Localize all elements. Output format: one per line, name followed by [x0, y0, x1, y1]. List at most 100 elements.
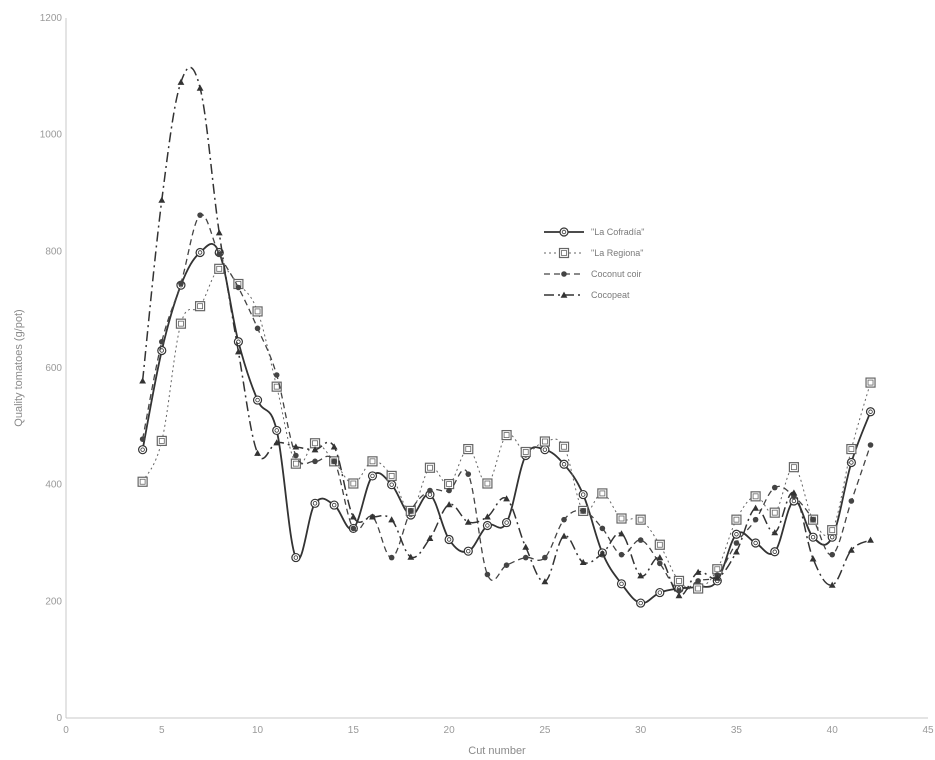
- data-point: [195, 247, 205, 258]
- data-point: [771, 484, 778, 491]
- legend-item: "La Regiona": [544, 247, 643, 259]
- data-point: [156, 435, 167, 447]
- legend-label: Cocopeat: [591, 290, 630, 300]
- data-point-inner: [619, 581, 624, 587]
- data-point-inner: [771, 509, 778, 516]
- x-tick-label: 15: [348, 725, 360, 736]
- data-point: [386, 470, 397, 482]
- data-point-inner: [791, 464, 797, 471]
- data-point: [676, 588, 682, 594]
- data-point-inner: [714, 566, 721, 573]
- data-point-inner: [830, 534, 835, 540]
- data-point-inner: [637, 516, 644, 523]
- data-point: [616, 579, 627, 589]
- data-point: [387, 480, 397, 490]
- y-tick-label: 0: [56, 713, 62, 724]
- data-point: [348, 478, 359, 489]
- data-point-inner: [561, 462, 567, 467]
- data-point: [522, 543, 530, 550]
- legend-item: "La Cofradía": [544, 227, 644, 237]
- series-line: [142, 267, 871, 590]
- data-point-inner: [178, 320, 184, 327]
- data-point: [846, 443, 857, 455]
- data-point: [330, 443, 338, 450]
- data-point: [329, 500, 339, 510]
- data-point: [828, 581, 836, 588]
- data-point-inner: [140, 447, 145, 452]
- data-point-inner: [369, 458, 376, 465]
- data-point-inner: [638, 600, 643, 606]
- data-point: [695, 578, 701, 584]
- data-point: [636, 598, 646, 608]
- data-point: [367, 456, 378, 467]
- data-point-inner: [446, 481, 453, 487]
- series-3: [139, 66, 874, 599]
- data-point-inner: [197, 250, 203, 255]
- data-point: [463, 546, 473, 556]
- data-point: [635, 514, 646, 525]
- data-point: [599, 525, 606, 532]
- legend-marker: [561, 271, 567, 277]
- x-tick-label: 10: [252, 725, 264, 736]
- data-point: [445, 501, 453, 508]
- data-point: [139, 377, 147, 384]
- data-point-inner: [466, 548, 471, 554]
- data-point: [196, 84, 204, 91]
- series-1: [137, 263, 876, 594]
- data-point-inner: [389, 482, 394, 487]
- data-point: [426, 534, 434, 542]
- y-tick-label: 800: [45, 246, 62, 257]
- data-point: [865, 407, 876, 417]
- data-point: [273, 439, 281, 446]
- data-point: [177, 78, 185, 85]
- data-point: [407, 553, 415, 560]
- data-point: [139, 436, 146, 442]
- data-point: [157, 345, 167, 356]
- data-point: [331, 458, 337, 465]
- data-point: [175, 318, 187, 329]
- data-point: [597, 488, 608, 499]
- data-point: [675, 592, 683, 599]
- data-point: [197, 212, 203, 218]
- data-point: [482, 520, 493, 531]
- legend-item: Coconut coir: [544, 269, 642, 279]
- data-point: [790, 489, 798, 496]
- series-layer: [137, 66, 876, 608]
- data-point: [293, 452, 299, 459]
- data-point: [867, 536, 874, 543]
- x-tick-labels: 0 5 10 15 20 25 30 35 40 45: [63, 725, 934, 736]
- legend: "La Cofradía" "La Regiona" Coconut coir Coc…: [544, 227, 644, 300]
- data-point: [810, 516, 816, 523]
- data-point-inner: [484, 480, 491, 487]
- y-tick-labels: 0 200 400 600 800 1000 1200: [40, 13, 63, 724]
- data-point-inner: [791, 498, 797, 504]
- x-tick-label: 35: [731, 725, 743, 736]
- data-point-inner: [867, 379, 874, 386]
- data-point: [750, 491, 761, 502]
- series-line: [141, 214, 872, 593]
- data-point-inner: [868, 409, 873, 414]
- data-point: [656, 554, 664, 561]
- data-point: [846, 457, 856, 468]
- data-point: [598, 550, 606, 557]
- data-point: [291, 552, 301, 563]
- data-point-inner: [254, 308, 261, 315]
- data-point: [427, 487, 433, 494]
- data-point-inner: [292, 460, 299, 467]
- data-point: [216, 251, 223, 258]
- data-point: [561, 516, 567, 523]
- data-point: [367, 471, 378, 481]
- data-point: [138, 445, 148, 455]
- data-point: [559, 459, 569, 469]
- data-point: [752, 504, 759, 511]
- data-point-inner: [504, 520, 509, 525]
- x-tick-label: 25: [539, 725, 551, 736]
- data-point: [752, 516, 759, 523]
- data-point: [501, 429, 512, 441]
- data-point-inner: [293, 555, 299, 560]
- data-point: [194, 301, 206, 312]
- data-point: [769, 507, 780, 518]
- data-point: [350, 525, 357, 532]
- data-point-inner: [772, 549, 777, 554]
- legend-marker: [558, 247, 570, 259]
